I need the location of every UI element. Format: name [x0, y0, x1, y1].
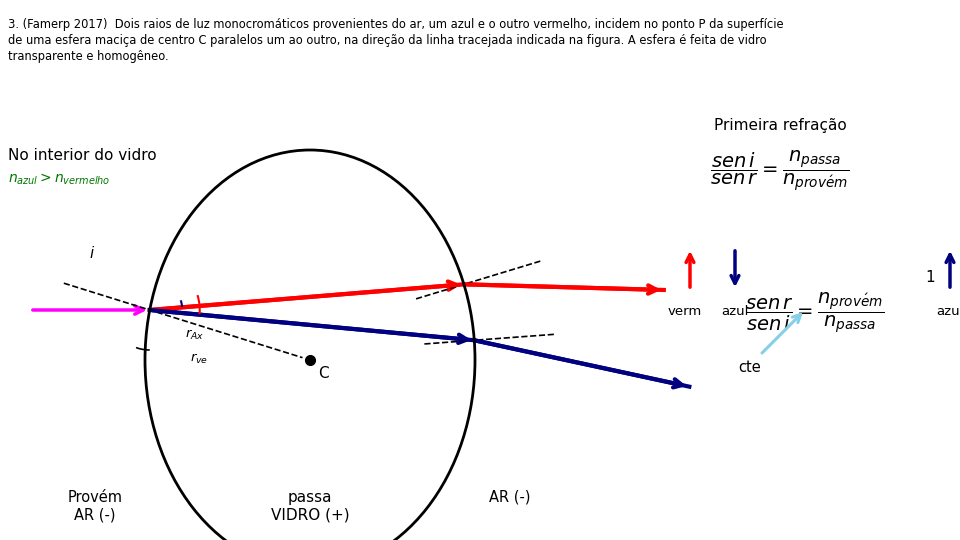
- Text: passa
VIDRO (+): passa VIDRO (+): [271, 490, 349, 522]
- Text: $\dfrac{sen\,i}{sen\,r} = \dfrac{n_{passa}}{n_{prov\acute{e}m}}$: $\dfrac{sen\,i}{sen\,r} = \dfrac{n_{pass…: [710, 148, 850, 193]
- Text: transparente e homogêneo.: transparente e homogêneo.: [8, 50, 169, 63]
- Text: azul: azul: [721, 305, 749, 318]
- Text: Primeira refração: Primeira refração: [713, 118, 847, 133]
- Text: $\dfrac{sen\,r}{sen\,i} = \dfrac{n_{prov\acute{e}m}}{n_{passa}}$: $\dfrac{sen\,r}{sen\,i} = \dfrac{n_{prov…: [745, 290, 885, 335]
- Text: de uma esfera maciça de centro C paralelos um ao outro, na direção da linha trac: de uma esfera maciça de centro C paralel…: [8, 34, 767, 47]
- Text: $r_{ve}$: $r_{ve}$: [190, 352, 208, 366]
- Text: AR (-): AR (-): [490, 490, 531, 505]
- Text: azul: azul: [936, 305, 960, 318]
- Text: $r_{Ax}$: $r_{Ax}$: [184, 328, 204, 342]
- Text: No interior do vidro: No interior do vidro: [8, 148, 156, 163]
- Text: C: C: [318, 366, 328, 381]
- Text: i: i: [89, 246, 94, 261]
- Text: Provém
AR (-): Provém AR (-): [67, 490, 123, 522]
- Text: verm: verm: [668, 305, 702, 318]
- Text: 1: 1: [925, 270, 935, 285]
- Text: 3. (Famerp 2017)  Dois raios de luz monocromáticos provenientes do ar, um azul e: 3. (Famerp 2017) Dois raios de luz monoc…: [8, 18, 783, 31]
- Text: $n_{azul} > n_{vermelho}$: $n_{azul} > n_{vermelho}$: [8, 172, 110, 187]
- Text: cte: cte: [738, 360, 761, 375]
